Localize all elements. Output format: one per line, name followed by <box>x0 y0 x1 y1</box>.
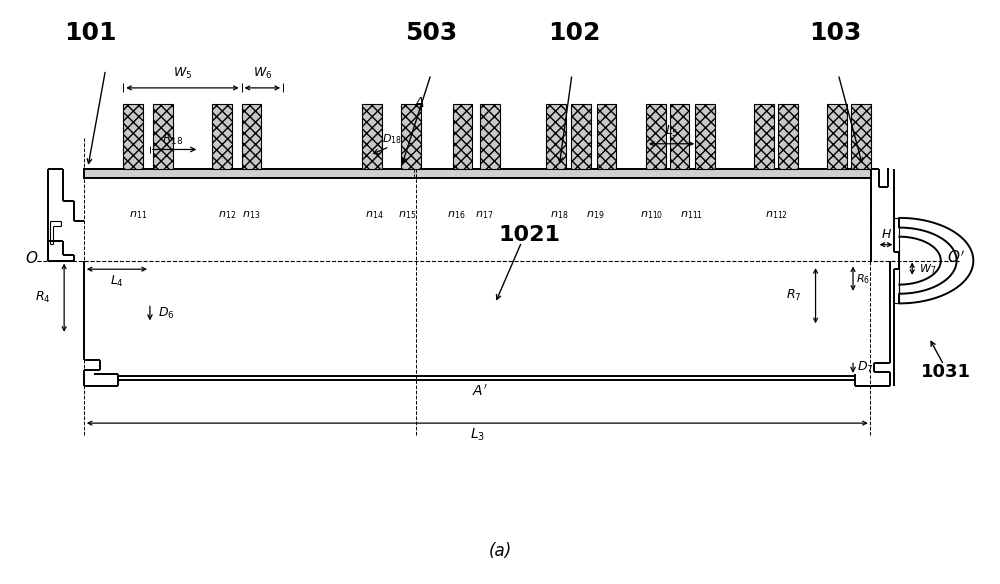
Text: $R_6$: $R_6$ <box>856 272 870 286</box>
Text: $n_{110}$: $n_{110}$ <box>640 209 664 221</box>
Bar <box>123 104 143 169</box>
Bar <box>84 169 871 178</box>
Text: $n_{112}$: $n_{112}$ <box>765 209 788 221</box>
Text: $D_7$: $D_7$ <box>857 360 873 376</box>
Text: 102: 102 <box>548 20 600 44</box>
Text: 103: 103 <box>809 20 861 44</box>
Bar <box>827 104 847 169</box>
Text: 101: 101 <box>65 20 117 44</box>
Bar <box>546 104 566 169</box>
Text: $n_{19}$: $n_{19}$ <box>586 209 605 221</box>
Text: $n_{11}$: $n_{11}$ <box>129 209 147 221</box>
Text: $L_4$: $L_4$ <box>110 274 124 289</box>
Bar <box>695 104 715 169</box>
Bar <box>401 104 421 169</box>
Text: $O'$: $O'$ <box>947 249 965 266</box>
Text: $W_5$: $W_5$ <box>173 66 192 81</box>
Text: 1021: 1021 <box>499 225 561 245</box>
Bar <box>754 104 774 169</box>
Text: $L_3$: $L_3$ <box>470 426 485 443</box>
Text: $n_{18}$: $n_{18}$ <box>550 209 568 221</box>
Text: $D_{18}$: $D_{18}$ <box>382 133 401 146</box>
Text: $L_5$: $L_5$ <box>665 124 678 139</box>
Text: $W_7$: $W_7$ <box>919 262 937 276</box>
Bar <box>571 104 591 169</box>
Bar <box>153 104 173 169</box>
Text: $n_{15}$: $n_{15}$ <box>398 209 416 221</box>
Text: $A'$: $A'$ <box>472 384 488 399</box>
Bar <box>242 104 261 169</box>
Text: $n_{12}$: $n_{12}$ <box>218 209 236 221</box>
Text: $n_{111}$: $n_{111}$ <box>680 209 703 221</box>
Text: $n_{13}$: $n_{13}$ <box>242 209 261 221</box>
Bar <box>453 104 472 169</box>
Text: $H$: $H$ <box>881 228 892 241</box>
Text: $R_7$: $R_7$ <box>786 288 802 303</box>
Text: 503: 503 <box>405 20 457 44</box>
Text: $n_{14}$: $n_{14}$ <box>365 209 383 221</box>
Bar <box>212 104 232 169</box>
Bar <box>851 104 871 169</box>
Text: $R_4$: $R_4$ <box>35 290 50 305</box>
Bar <box>480 104 500 169</box>
Text: $W_6$: $W_6$ <box>253 66 272 81</box>
Text: (a): (a) <box>488 543 512 561</box>
Text: 1031: 1031 <box>921 363 971 381</box>
Text: $A$: $A$ <box>414 96 425 110</box>
Text: $n_{16}$: $n_{16}$ <box>447 209 466 221</box>
Bar <box>646 104 666 169</box>
Text: $R_{18}$: $R_{18}$ <box>162 131 183 147</box>
Text: $O$: $O$ <box>25 250 38 266</box>
Bar <box>597 104 616 169</box>
Text: $D_6$: $D_6$ <box>158 305 175 321</box>
Text: $n_{17}$: $n_{17}$ <box>475 209 493 221</box>
Bar <box>778 104 798 169</box>
Bar <box>362 104 382 169</box>
Bar <box>670 104 689 169</box>
